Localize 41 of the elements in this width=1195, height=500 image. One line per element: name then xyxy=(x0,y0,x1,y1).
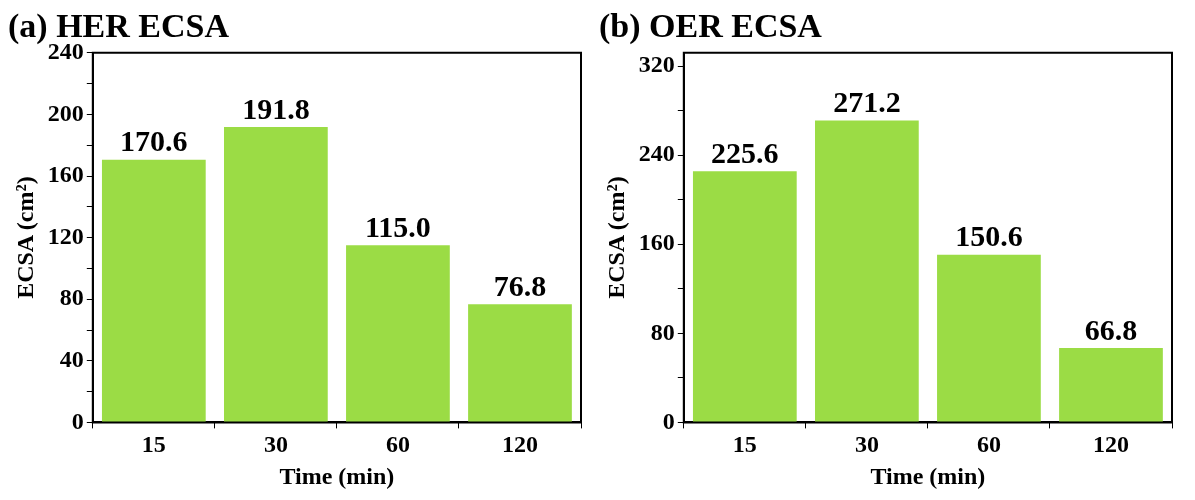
data-label: 76.8 xyxy=(493,268,547,302)
bar xyxy=(1059,348,1163,422)
y-tick-label: 200 xyxy=(47,99,84,126)
x-tick-label: 15 xyxy=(141,431,166,457)
bar xyxy=(224,127,328,422)
y-tick-label: 0 xyxy=(71,407,84,434)
x-tick-label: 30 xyxy=(854,431,879,457)
data-label: 271.2 xyxy=(833,85,901,119)
y-axis-title: ECSA (cm²) xyxy=(602,176,629,299)
y-tick-label: 160 xyxy=(47,161,84,188)
x-axis-title: Time (min) xyxy=(279,462,395,489)
data-label: 150.6 xyxy=(955,219,1023,253)
bar xyxy=(101,159,206,422)
y-tick-label: 0 xyxy=(662,407,675,434)
y-tick-label: 120 xyxy=(47,222,84,249)
x-tick-label: 60 xyxy=(976,431,1001,457)
y-tick-label: 160 xyxy=(638,229,675,256)
data-label: 225.6 xyxy=(711,136,779,169)
chart-title: (b) OER ECSA xyxy=(599,7,823,46)
y-tick-label: 320 xyxy=(638,51,675,78)
x-tick-label: 120 xyxy=(501,431,538,457)
x-tick-label: 15 xyxy=(732,431,757,457)
data-label: 170.6 xyxy=(120,124,188,158)
y-tick-label: 80 xyxy=(59,284,84,311)
x-axis-title: Time (min) xyxy=(870,462,986,489)
bar xyxy=(468,304,572,422)
y-axis-title: ECSA (cm²) xyxy=(11,176,38,299)
x-tick-label: 30 xyxy=(263,431,288,457)
y-tick-label: 40 xyxy=(59,346,84,372)
data-label: 115.0 xyxy=(365,210,431,244)
y-tick-label: 240 xyxy=(638,140,675,167)
bar xyxy=(815,120,919,422)
y-tick-label: 80 xyxy=(650,318,675,345)
y-tick-label: 240 xyxy=(47,38,84,64)
bar xyxy=(692,171,797,422)
x-tick-label: 60 xyxy=(385,431,410,457)
data-label: 191.8 xyxy=(242,91,310,125)
x-tick-label: 120 xyxy=(1092,431,1129,457)
bar xyxy=(346,245,450,422)
bar xyxy=(937,254,1041,422)
data-label: 66.8 xyxy=(1084,312,1138,346)
